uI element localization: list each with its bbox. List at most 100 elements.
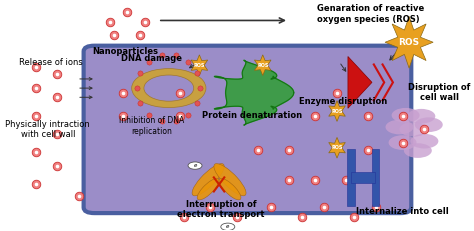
Point	[54, 95, 61, 99]
Point	[75, 194, 83, 198]
Bar	[351, 172, 375, 183]
Point	[137, 72, 144, 75]
Point	[298, 215, 306, 218]
Point	[32, 86, 39, 90]
Point	[342, 178, 349, 182]
Circle shape	[410, 134, 438, 149]
Point	[320, 206, 328, 209]
Point	[233, 215, 240, 218]
Point	[137, 101, 144, 105]
Point	[311, 178, 319, 182]
Point	[298, 215, 306, 218]
Point	[32, 66, 39, 69]
Point	[158, 119, 165, 123]
Point	[106, 20, 114, 24]
Point	[373, 206, 380, 209]
Point	[351, 215, 358, 218]
Point	[311, 178, 319, 182]
Text: e: e	[226, 224, 229, 229]
Point	[134, 86, 141, 90]
Point	[176, 91, 183, 94]
Text: ROS: ROS	[257, 63, 268, 68]
Point	[172, 119, 180, 123]
Text: ROS: ROS	[331, 145, 343, 150]
Point	[311, 114, 319, 118]
Text: DNA damage: DNA damage	[121, 54, 182, 63]
Point	[172, 53, 180, 57]
Point	[158, 53, 165, 57]
Point	[137, 33, 144, 37]
Circle shape	[404, 143, 432, 158]
Point	[32, 150, 39, 154]
Point	[185, 113, 192, 116]
Point	[54, 132, 61, 136]
Point	[285, 148, 293, 152]
Point	[364, 114, 372, 118]
Point	[119, 114, 127, 118]
Point	[176, 114, 183, 118]
Text: Physically intraction
with cell wall: Physically intraction with cell wall	[5, 120, 90, 139]
Point	[399, 114, 406, 118]
Point	[185, 60, 192, 64]
Bar	[372, 149, 379, 206]
Point	[364, 148, 372, 152]
Point	[119, 91, 127, 94]
Point	[207, 206, 214, 209]
Point	[207, 206, 214, 209]
Bar	[347, 149, 355, 206]
Point	[110, 33, 118, 37]
Point	[106, 20, 114, 24]
Point	[110, 33, 118, 37]
FancyBboxPatch shape	[83, 46, 411, 213]
Polygon shape	[348, 57, 372, 108]
Point	[333, 91, 341, 94]
Point	[124, 11, 131, 14]
Circle shape	[392, 108, 419, 123]
Point	[137, 33, 144, 37]
Point	[119, 114, 127, 118]
Point	[119, 91, 127, 94]
Text: Genaration of reactive
oxygen species (ROS): Genaration of reactive oxygen species (R…	[318, 3, 425, 24]
Text: Interruption of
electron transport: Interruption of electron transport	[177, 200, 265, 219]
Text: Internalize into cell: Internalize into cell	[356, 207, 449, 216]
Circle shape	[415, 117, 443, 132]
Point	[255, 148, 262, 152]
Point	[54, 73, 61, 76]
Circle shape	[389, 135, 417, 150]
Point	[141, 20, 148, 24]
Point	[32, 114, 39, 118]
Point	[373, 206, 380, 209]
Text: e: e	[193, 163, 197, 168]
Point	[176, 91, 183, 94]
Point	[146, 113, 153, 116]
Point	[399, 114, 406, 118]
Point	[54, 164, 61, 168]
Point	[32, 182, 39, 186]
Point	[54, 73, 61, 76]
Polygon shape	[328, 101, 346, 122]
Point	[342, 178, 349, 182]
Point	[351, 215, 358, 218]
Polygon shape	[191, 55, 208, 76]
Point	[399, 141, 406, 145]
Circle shape	[407, 109, 435, 124]
Text: Nanoparticles: Nanoparticles	[92, 47, 158, 56]
Point	[285, 148, 293, 152]
Point	[193, 72, 201, 75]
Point	[54, 95, 61, 99]
Text: Enzyme disruption: Enzyme disruption	[300, 97, 388, 106]
Point	[285, 178, 293, 182]
Text: Inhibition of DNA
replication: Inhibition of DNA replication	[118, 116, 184, 136]
Text: ROS: ROS	[331, 109, 343, 114]
Point	[141, 20, 148, 24]
Point	[268, 206, 275, 209]
Text: Release of ions: Release of ions	[19, 58, 83, 67]
Polygon shape	[255, 55, 271, 76]
Point	[364, 114, 372, 118]
Polygon shape	[214, 60, 294, 125]
Ellipse shape	[197, 178, 219, 200]
Point	[364, 148, 372, 152]
Circle shape	[385, 120, 413, 134]
Point	[320, 206, 328, 209]
Point	[285, 178, 293, 182]
